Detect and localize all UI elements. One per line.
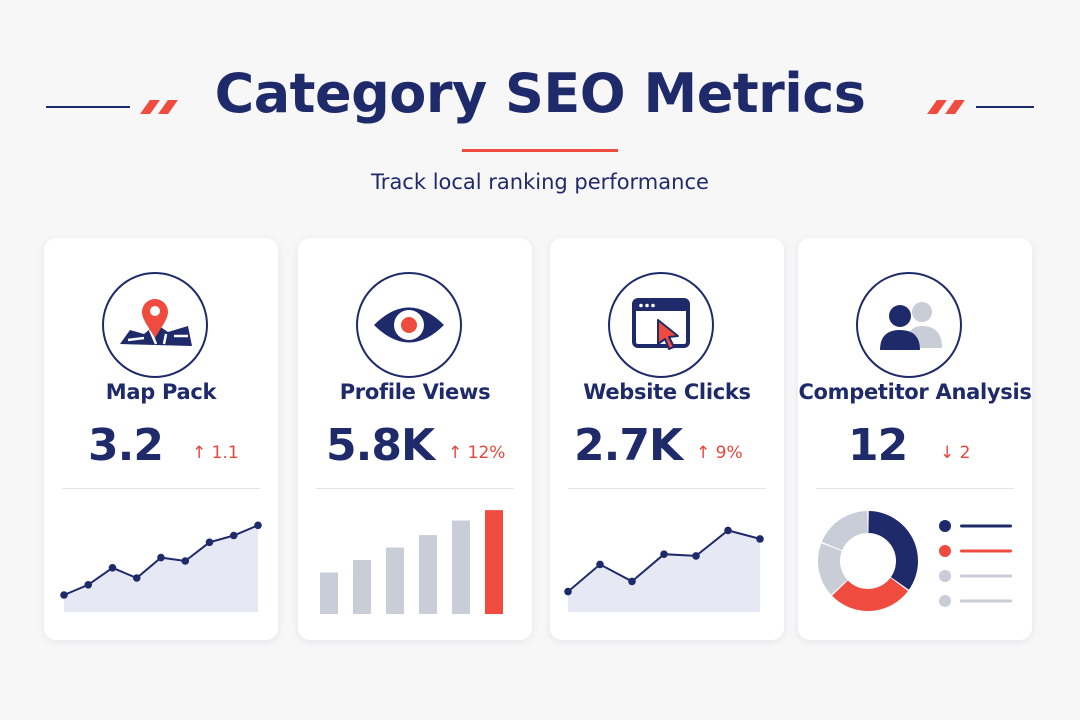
chart-bar: [386, 547, 404, 614]
card-title: Competitor Analysis: [798, 380, 1032, 404]
chart-data-point: [254, 521, 262, 530]
map-pin-icon: [102, 272, 208, 378]
card-value: 2.7K: [574, 420, 683, 471]
card-delta-value: 1.1: [211, 443, 239, 463]
legend-marker: [939, 595, 951, 607]
chart-data-point: [692, 552, 700, 560]
chart-data-point: [108, 564, 117, 572]
card-divider: [316, 488, 514, 489]
chart-bar: [485, 510, 503, 614]
card-value: 12: [848, 420, 908, 471]
chart-data-point: [205, 538, 214, 547]
users-icon: [856, 272, 962, 378]
chart-data-point: [132, 574, 141, 582]
metric-card-profile-views[interactable]: Profile Views 5.8K ↑ 12%: [298, 238, 532, 640]
arrow-up-icon: ↑: [192, 443, 207, 463]
legend-marker: [939, 520, 951, 532]
card-delta: ↑ 9%: [696, 443, 743, 463]
chart-pie-slice: [818, 543, 848, 595]
legend-line: [960, 549, 1012, 553]
chart-area-fill: [64, 525, 258, 612]
profile-views-bar-chart: [320, 510, 503, 614]
card-delta-value: 2: [959, 443, 971, 463]
metric-card-website-clicks[interactable]: Website Clicks 2.7K ↑ 9%: [550, 238, 784, 640]
legend-marker: [939, 545, 951, 557]
chart-bar: [452, 520, 470, 614]
page-subtitle: Track local ranking performance: [371, 170, 709, 194]
page-title: Category SEO Metrics: [214, 62, 866, 125]
chart-data-point: [229, 531, 238, 540]
eye-icon: [356, 272, 462, 378]
chart-data-point: [660, 550, 668, 558]
chart-data-point: [181, 557, 190, 565]
card-title: Map Pack: [105, 380, 217, 404]
chart-data-point: [157, 553, 165, 562]
title-decoration-line-right: [976, 106, 1034, 108]
card-delta: ↓ 2: [940, 443, 970, 463]
competitor-donut-chart: [818, 511, 1012, 611]
card-divider: [816, 488, 1014, 489]
chart-data-point: [596, 560, 604, 569]
chart-data-point: [84, 581, 93, 589]
legend-line: [960, 599, 1012, 603]
chart-area-fill: [568, 530, 760, 612]
chart-data-point: [628, 577, 636, 586]
card-delta-value: 12%: [467, 443, 506, 463]
chart-bar: [419, 535, 437, 614]
chart-bar: [320, 572, 338, 614]
legend-line: [960, 574, 1012, 578]
header: Category SEO Metrics Track local ranking…: [0, 0, 1080, 230]
card-divider: [62, 488, 260, 489]
card-title: Website Clicks: [583, 380, 751, 404]
chart-pie-slice: [868, 511, 918, 590]
card-title: Profile Views: [339, 380, 491, 404]
chart-data-point: [60, 591, 68, 599]
browser-cursor-icon: [608, 272, 714, 378]
legend-line: [960, 524, 1012, 528]
chart-data-point: [564, 587, 572, 596]
metric-card-map-pack[interactable]: Map Pack 3.2 ↑ 1.1: [44, 238, 278, 640]
chart-pie-slice: [832, 577, 909, 611]
legend-marker: [939, 570, 951, 582]
map-pack-line-chart: [60, 521, 262, 612]
chart-data-point: [756, 535, 764, 543]
title-decoration-line-left: [46, 106, 130, 108]
card-delta: ↑ 1.1: [192, 443, 239, 463]
arrow-up-icon: ↑: [696, 443, 711, 463]
chart-pie-slice: [821, 511, 868, 551]
card-divider: [568, 488, 766, 489]
website-clicks-line-chart: [564, 526, 764, 612]
arrow-up-icon: ↑: [448, 443, 463, 463]
card-value: 3.2: [88, 420, 164, 471]
chart-bar: [353, 560, 371, 614]
metric-card-competitor-analysis[interactable]: Competitor Analysis 12 ↓ 2: [798, 238, 1032, 640]
card-value: 5.8K: [326, 420, 435, 471]
title-underline: [462, 149, 618, 152]
card-delta-value: 9%: [715, 443, 743, 463]
arrow-down-icon: ↓: [940, 443, 955, 463]
card-delta: ↑ 12%: [448, 443, 505, 463]
chart-data-point: [724, 526, 732, 535]
